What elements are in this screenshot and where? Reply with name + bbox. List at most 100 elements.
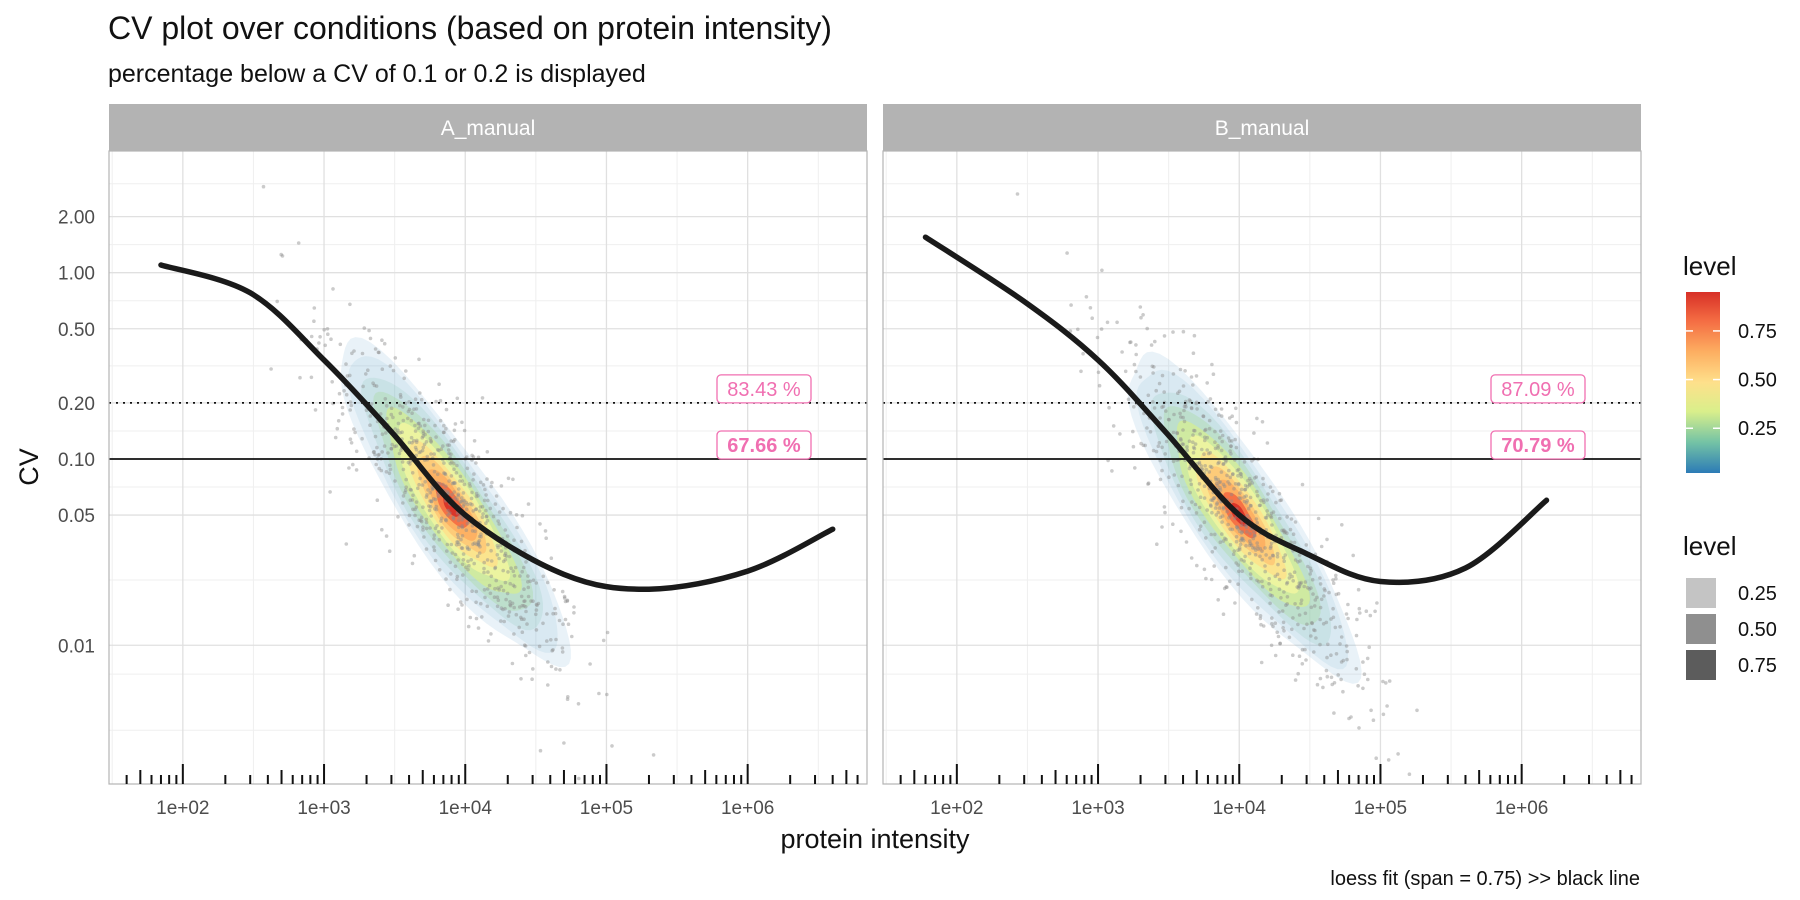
- scatter-point: [1234, 445, 1239, 450]
- scatter-point: [398, 392, 403, 397]
- scatter-point: [1361, 660, 1365, 664]
- scatter-point: [326, 332, 330, 337]
- scatter-point: [508, 603, 512, 607]
- scatter-point: [509, 566, 513, 570]
- scatter-point: [1254, 612, 1259, 616]
- scatter-point: [1149, 343, 1154, 347]
- scatter-point: [485, 558, 490, 562]
- percentage-label-box: [1490, 374, 1586, 404]
- scatter-point: [524, 653, 528, 658]
- scatter-point: [1190, 500, 1194, 504]
- scatter-point: [444, 407, 449, 412]
- scatter-point: [1244, 501, 1249, 505]
- scatter-point: [1267, 576, 1271, 581]
- x-tick-label: 1e+03: [297, 798, 350, 819]
- scatter-point: [1227, 468, 1231, 473]
- scatter-point: [348, 373, 352, 378]
- x-tick-label: 1e+04: [439, 798, 493, 819]
- scatter-point: [309, 375, 314, 380]
- scatter-point: [433, 526, 438, 531]
- scatter-point: [446, 513, 450, 517]
- scatter-point: [1214, 481, 1219, 486]
- alpha-legend-key: [1686, 614, 1716, 644]
- scatter-point: [1255, 578, 1259, 583]
- scatter-point: [483, 487, 487, 492]
- scatter-point: [1269, 541, 1274, 546]
- scatter-point: [1249, 576, 1253, 581]
- scatter-point: [1226, 480, 1230, 484]
- scatter-point: [489, 548, 493, 553]
- scatter-point: [371, 450, 376, 455]
- scatter-point: [1313, 598, 1318, 602]
- scatter-point: [1230, 439, 1234, 443]
- scatter-point: [453, 564, 458, 569]
- scatter-point: [384, 470, 389, 474]
- scatter-point: [1367, 645, 1371, 649]
- percentage-label-box: [1490, 430, 1586, 460]
- scatter-point: [477, 551, 482, 555]
- scatter-point: [1257, 503, 1262, 508]
- scatter-point: [1331, 615, 1336, 620]
- scatter-point: [1240, 530, 1245, 534]
- scatter-point: [407, 523, 411, 527]
- scatter-point: [1239, 536, 1244, 541]
- scatter-point: [1219, 470, 1224, 474]
- scatter-point: [470, 490, 474, 495]
- scatter-point: [484, 514, 489, 519]
- facet-strip-label: A_manual: [441, 117, 536, 140]
- scatter-point: [470, 453, 474, 458]
- scatter-point: [494, 578, 499, 583]
- scatter-point: [442, 471, 446, 475]
- scatter-point: [1344, 612, 1349, 616]
- scatter-point: [1069, 303, 1073, 307]
- scatter-point: [1088, 306, 1093, 310]
- scatter-point: [1318, 676, 1323, 681]
- scatter-point: [512, 574, 517, 578]
- scatter-point: [1253, 534, 1257, 538]
- scatter-point: [1204, 576, 1208, 581]
- scatter-point: [484, 508, 488, 513]
- colorbar-ticks: 0.25 0.50 0.75: [1686, 321, 1777, 440]
- scatter-point: [1217, 506, 1222, 510]
- scatter-point: [418, 450, 423, 454]
- colorbar-tick-label: 0.50: [1738, 370, 1777, 392]
- scatter-point: [501, 568, 506, 573]
- scatter-point: [1264, 553, 1268, 557]
- scatter-point: [312, 306, 317, 310]
- scatter-point: [1152, 406, 1157, 410]
- scatter-point: [461, 558, 466, 562]
- scatter-point: [554, 667, 558, 671]
- scatter-point: [1250, 597, 1254, 602]
- scatter-point: [1156, 444, 1161, 449]
- scatter-point: [1281, 555, 1286, 560]
- scatter-point: [354, 449, 359, 454]
- scatter-point: [419, 519, 424, 524]
- scatter-point: [1227, 416, 1232, 420]
- scatter-point: [448, 560, 453, 565]
- scatter-point: [1099, 327, 1104, 331]
- scatter-point: [493, 565, 498, 570]
- scatter-point: [482, 560, 487, 565]
- scatter-point: [1270, 616, 1274, 620]
- scatter-point: [1079, 369, 1083, 374]
- scatter-point: [399, 395, 403, 399]
- scatter-point: [1185, 445, 1189, 449]
- scatter-point: [400, 460, 405, 464]
- scatter-point: [1164, 439, 1169, 444]
- scatter-point: [1300, 662, 1305, 666]
- scatter-point: [415, 524, 420, 529]
- scatter-point: [1366, 677, 1370, 682]
- scatter-point: [1282, 629, 1286, 633]
- scatter-point: [1153, 339, 1157, 344]
- scatter-point: [446, 490, 450, 494]
- scatter-point: [1220, 520, 1224, 524]
- scatter-point: [1145, 426, 1149, 430]
- scatter-point: [1158, 477, 1163, 482]
- scatter-point: [1105, 320, 1110, 325]
- scatter-point: [318, 335, 322, 339]
- scatter-point: [501, 506, 505, 511]
- scatter-point: [484, 493, 488, 497]
- scatter-point: [1291, 616, 1295, 620]
- scatter-point: [1255, 493, 1260, 498]
- scatter-point: [1285, 580, 1290, 585]
